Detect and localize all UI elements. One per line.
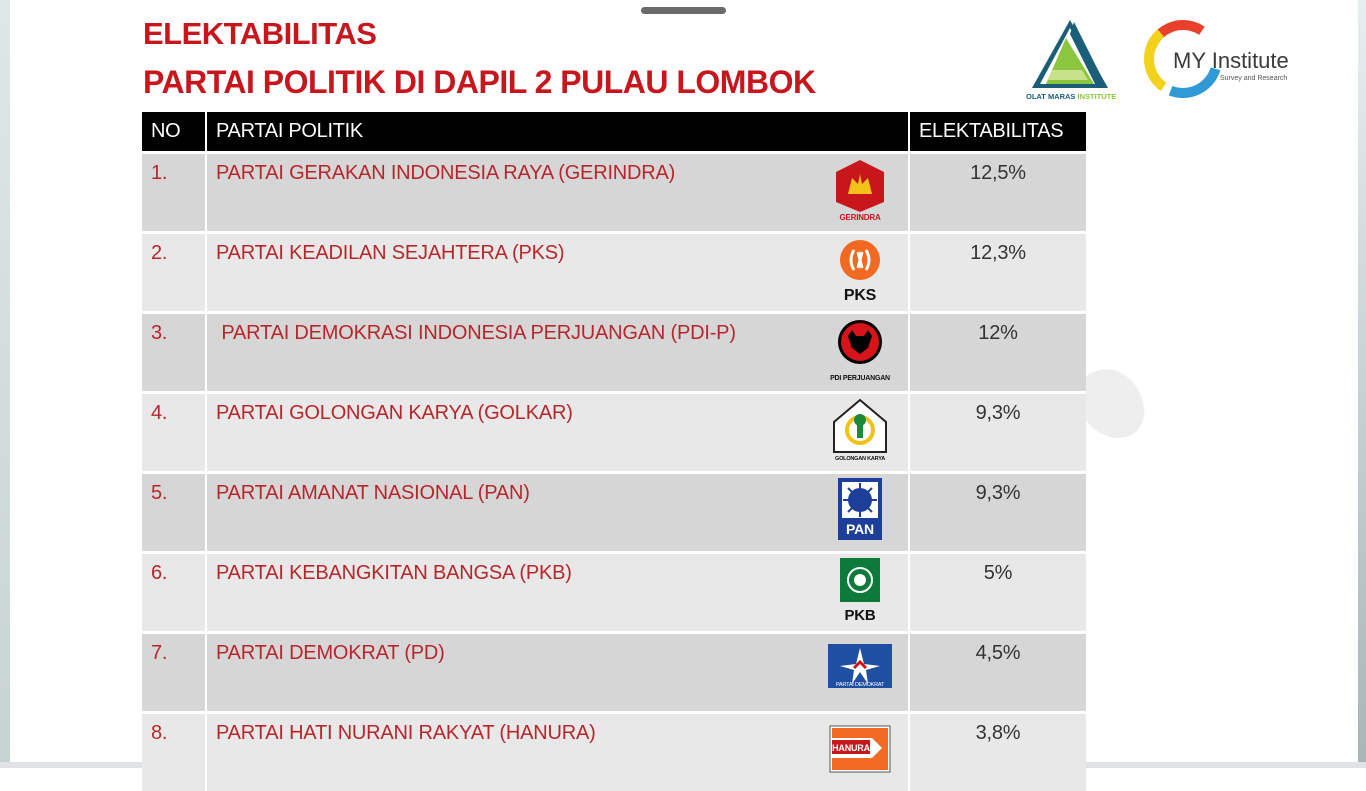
row-number: 8. — [142, 713, 206, 791]
left-frame-edge — [0, 0, 10, 768]
header-party: PARTAI POLITIK — [206, 112, 909, 153]
party-name: PARTAI AMANAT NASIONAL (PAN) — [216, 482, 530, 504]
table-row: 3. PARTAI DEMOKRASI INDONESIA PERJUANGAN… — [142, 313, 1086, 393]
party-name-cell: PARTAI KEADILAN SEJAHTERA (PKS) PKS — [206, 233, 909, 313]
olat-maras-caption: OLAT MARAS INSTITUTE — [1026, 92, 1116, 101]
electability-value: 9,3% — [909, 473, 1086, 553]
party-name: PARTAI HATI NURANI RAKYAT (HANURA) — [216, 722, 596, 744]
table-row: 4. PARTAI GOLONGAN KARYA (GOLKAR) GOLONG… — [142, 393, 1086, 473]
pan-logo-text: PAN — [846, 521, 874, 537]
demokrat-logo-text: PARTAI DEMOKRAT — [836, 682, 885, 688]
hanura-logo-icon: HANURA — [828, 718, 892, 782]
pdip-logo-icon: PDI PERJUANGAN — [828, 318, 892, 382]
party-name-cell: PARTAI KEBANGKITAN BANGSA (PKB) PKB — [206, 553, 909, 633]
party-name-cell: PARTAI DEMOKRASI INDONESIA PERJUANGAN (P… — [206, 313, 909, 393]
party-name-cell: PARTAI GERAKAN INDONESIA RAYA (GERINDRA)… — [206, 153, 909, 233]
party-name-cell: PARTAI GOLONGAN KARYA (GOLKAR) GOLONGAN … — [206, 393, 909, 473]
header-electability: ELEKTABILITAS — [909, 112, 1086, 153]
table-row: 5. PARTAI AMANAT NASIONAL (PAN) PAN 9,3% — [142, 473, 1086, 553]
electability-value: 9,3% — [909, 393, 1086, 473]
row-number: 4. — [142, 393, 206, 473]
my-institute-subtitle: Survey and Research — [1220, 75, 1287, 82]
row-number: 7. — [142, 633, 206, 713]
table-row: 1. PARTAI GERAKAN INDONESIA RAYA (GERIND… — [142, 153, 1086, 233]
table-row: 8. PARTAI HATI NURANI RAKYAT (HANURA) HA… — [142, 713, 1086, 791]
right-frame-edge — [1358, 0, 1366, 768]
row-number: 2. — [142, 233, 206, 313]
party-name: PARTAI GERAKAN INDONESIA RAYA (GERINDRA) — [216, 162, 675, 184]
pdip-logo-text: PDI PERJUANGAN — [830, 375, 890, 382]
party-name-cell: PARTAI AMANAT NASIONAL (PAN) PAN — [206, 473, 909, 553]
electability-value: 3,8% — [909, 713, 1086, 791]
electability-value: 12,5% — [909, 153, 1086, 233]
pks-logo-icon: PKS — [828, 238, 892, 302]
drag-handle[interactable] — [641, 7, 726, 14]
slide-title: ELEKTABILITAS — [143, 16, 376, 52]
golkar-logo-icon: GOLONGAN KARYA — [828, 398, 892, 462]
olat-maras-caption-b: INSTITUTE — [1078, 92, 1117, 101]
table-row: 6. PARTAI KEBANGKITAN BANGSA (PKB) PKB 5… — [142, 553, 1086, 633]
golkar-logo-text: GOLONGAN KARYA — [835, 456, 885, 462]
olat-maras-logo: OLAT MARAS INSTITUTE — [1022, 18, 1122, 108]
pks-logo-text: PKS — [844, 287, 877, 302]
row-number: 5. — [142, 473, 206, 553]
gerindra-logo-text: GERINDRA — [839, 213, 880, 222]
party-name-cell: PARTAI HATI NURANI RAKYAT (HANURA) HANUR… — [206, 713, 909, 791]
olat-maras-caption-a: OLAT MARAS — [1026, 92, 1075, 101]
header-no: NO — [142, 112, 206, 153]
pan-logo-icon: PAN — [828, 478, 892, 542]
slide-subtitle: PARTAI POLITIK DI DAPIL 2 PULAU LOMBOK — [143, 64, 816, 101]
row-number: 1. — [142, 153, 206, 233]
party-name: PARTAI KEADILAN SEJAHTERA (PKS) — [216, 242, 564, 264]
olat-maras-triangle-icon — [1022, 18, 1122, 94]
my-institute-logo: MY Institute Survey and Research — [1142, 18, 1312, 104]
demokrat-logo-icon: PARTAI DEMOKRAT — [828, 638, 892, 702]
table-row: 7. PARTAI DEMOKRAT (PD) PARTAI DEMOKRAT … — [142, 633, 1086, 713]
my-institute-name: MY Institute — [1173, 48, 1289, 74]
electability-value: 5% — [909, 553, 1086, 633]
table-header-row: NO PARTAI POLITIK ELEKTABILITAS — [142, 112, 1086, 153]
hanura-logo-text: HANURA — [832, 743, 870, 753]
table-row: 2. PARTAI KEADILAN SEJAHTERA (PKS) PKS 1… — [142, 233, 1086, 313]
party-name: PARTAI GOLONGAN KARYA (GOLKAR) — [216, 402, 573, 424]
party-name: PARTAI KEBANGKITAN BANGSA (PKB) — [216, 562, 572, 584]
party-name-cell: PARTAI DEMOKRAT (PD) PARTAI DEMOKRAT — [206, 633, 909, 713]
electability-value: 12% — [909, 313, 1086, 393]
party-name: PARTAI DEMOKRAT (PD) — [216, 642, 445, 664]
row-number: 3. — [142, 313, 206, 393]
pkb-logo-icon: PKB — [828, 558, 892, 622]
party-name: PARTAI DEMOKRASI INDONESIA PERJUANGAN (P… — [216, 322, 736, 344]
pkb-logo-text: PKB — [844, 607, 875, 622]
electability-table: NO PARTAI POLITIK ELEKTABILITAS 1. PARTA… — [142, 112, 1086, 791]
electability-value: 12,3% — [909, 233, 1086, 313]
electability-value: 4,5% — [909, 633, 1086, 713]
row-number: 6. — [142, 553, 206, 633]
gerindra-logo-icon: GERINDRA — [828, 158, 892, 222]
